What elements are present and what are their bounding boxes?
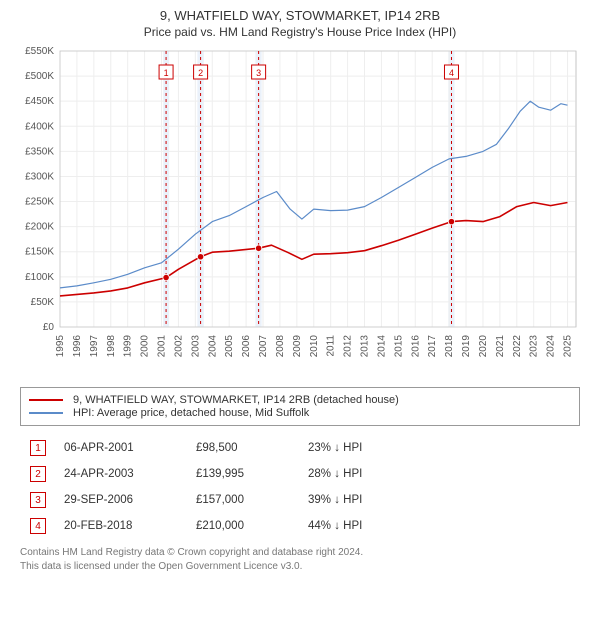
svg-text:2005: 2005	[224, 335, 235, 358]
svg-text:£200K: £200K	[25, 222, 54, 233]
svg-text:2000: 2000	[140, 335, 151, 358]
marker-badge: 3	[30, 492, 46, 508]
svg-text:2008: 2008	[275, 335, 286, 358]
svg-text:£550K: £550K	[25, 46, 54, 57]
marker-row: 4 20-FEB-2018£210,00044% ↓ HPI	[22, 514, 410, 538]
svg-text:4: 4	[449, 68, 454, 78]
svg-text:1998: 1998	[106, 335, 117, 358]
legend-label-hpi: HPI: Average price, detached house, Mid …	[73, 407, 309, 419]
chart-svg: £0 £50K £100K £150K £200K £250K £300K £350K £400…	[16, 45, 584, 375]
footer-note: Contains HM Land Registry data © Crown c…	[20, 546, 580, 573]
svg-text:2021: 2021	[495, 335, 506, 358]
svg-text:£50K: £50K	[31, 297, 55, 308]
marker-date: 24-APR-2003	[56, 462, 186, 486]
svg-text:2012: 2012	[343, 335, 354, 358]
marker-date: 29-SEP-2006	[56, 488, 186, 512]
chart-container: 9, WHATFIELD WAY, STOWMARKET, IP14 2RB P…	[0, 0, 600, 581]
legend-swatch-price-paid	[29, 399, 63, 401]
svg-text:2003: 2003	[190, 335, 201, 358]
chart-title: 9, WHATFIELD WAY, STOWMARKET, IP14 2RB	[10, 8, 590, 23]
svg-text:£250K: £250K	[25, 197, 54, 208]
svg-text:£0: £0	[43, 322, 55, 333]
marker-badge: 4	[30, 518, 46, 534]
marker-date: 20-FEB-2018	[56, 514, 186, 538]
svg-text:2007: 2007	[258, 335, 269, 358]
legend-box: 9, WHATFIELD WAY, STOWMARKET, IP14 2RB (…	[20, 387, 580, 426]
svg-text:2018: 2018	[444, 335, 455, 358]
svg-text:2001: 2001	[157, 335, 168, 358]
svg-text:2015: 2015	[393, 335, 404, 358]
chart-subtitle: Price paid vs. HM Land Registry's House …	[10, 25, 590, 39]
marker-diff: 39% ↓ HPI	[300, 488, 410, 512]
svg-text:2013: 2013	[360, 335, 371, 358]
svg-text:£100K: £100K	[25, 272, 54, 283]
title-block: 9, WHATFIELD WAY, STOWMARKET, IP14 2RB P…	[10, 8, 590, 39]
svg-text:3: 3	[256, 68, 261, 78]
marker-price: £210,000	[188, 514, 298, 538]
marker-price: £157,000	[188, 488, 298, 512]
svg-text:2011: 2011	[326, 335, 337, 357]
svg-text:2019: 2019	[461, 335, 472, 358]
svg-text:2022: 2022	[512, 335, 523, 358]
svg-text:2024: 2024	[546, 335, 557, 358]
svg-text:£400K: £400K	[25, 121, 54, 132]
marker-date: 06-APR-2001	[56, 436, 186, 460]
marker-row: 1 06-APR-2001£98,50023% ↓ HPI	[22, 436, 410, 460]
svg-text:2016: 2016	[410, 335, 421, 358]
svg-text:£500K: £500K	[25, 71, 54, 82]
marker-price: £98,500	[188, 436, 298, 460]
svg-text:2020: 2020	[478, 335, 489, 358]
marker-row: 2 24-APR-2003£139,99528% ↓ HPI	[22, 462, 410, 486]
svg-text:£350K: £350K	[25, 146, 54, 157]
legend-swatch-hpi	[29, 412, 63, 414]
marker-badge: 1	[30, 440, 46, 456]
svg-text:2025: 2025	[563, 335, 574, 358]
chart-area: £0 £50K £100K £150K £200K £250K £300K £350K £400…	[16, 45, 584, 375]
svg-text:1999: 1999	[123, 335, 134, 358]
marker-row: 3 29-SEP-2006£157,00039% ↓ HPI	[22, 488, 410, 512]
svg-text:2017: 2017	[427, 335, 438, 358]
svg-text:2014: 2014	[376, 335, 387, 358]
svg-text:1997: 1997	[89, 335, 100, 358]
markers-table: 1 06-APR-2001£98,50023% ↓ HPI 2 24-APR-2003…	[20, 434, 412, 540]
svg-text:1995: 1995	[55, 335, 66, 358]
footer-line-1: Contains HM Land Registry data © Crown c…	[20, 546, 580, 560]
legend-label-price-paid: 9, WHATFIELD WAY, STOWMARKET, IP14 2RB (…	[73, 394, 399, 406]
svg-text:£450K: £450K	[25, 96, 54, 107]
svg-text:2: 2	[198, 68, 203, 78]
svg-text:2023: 2023	[529, 335, 540, 358]
marker-diff: 28% ↓ HPI	[300, 462, 410, 486]
marker-badge: 2	[30, 466, 46, 482]
footer-line-2: This data is licensed under the Open Gov…	[20, 560, 580, 574]
svg-text:£300K: £300K	[25, 171, 54, 182]
svg-text:2009: 2009	[292, 335, 303, 358]
legend-item-hpi: HPI: Average price, detached house, Mid …	[29, 407, 571, 419]
marker-diff: 23% ↓ HPI	[300, 436, 410, 460]
legend-item-price-paid: 9, WHATFIELD WAY, STOWMARKET, IP14 2RB (…	[29, 394, 571, 406]
svg-text:1996: 1996	[72, 335, 83, 358]
svg-text:2004: 2004	[207, 335, 218, 358]
marker-price: £139,995	[188, 462, 298, 486]
svg-text:2006: 2006	[241, 335, 252, 358]
svg-text:1: 1	[164, 68, 169, 78]
svg-text:2002: 2002	[173, 335, 184, 358]
marker-diff: 44% ↓ HPI	[300, 514, 410, 538]
svg-text:2010: 2010	[309, 335, 320, 358]
svg-text:£150K: £150K	[25, 247, 54, 258]
